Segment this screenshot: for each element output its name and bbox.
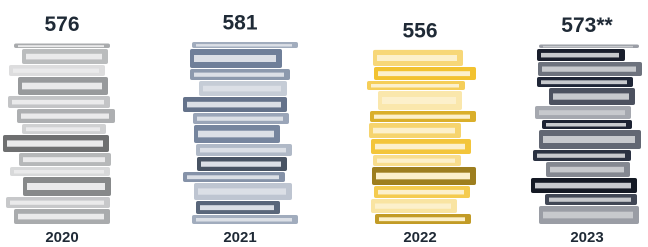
book-pages [26,127,100,131]
value-label: 576 [44,13,79,36]
book-pages [371,84,459,88]
book-pages [18,45,104,47]
book-stack [531,45,642,224]
book-pages [14,170,104,174]
book-pages [194,73,284,77]
book-pages [537,154,625,158]
book-stack [367,50,476,224]
book-pages [379,217,465,221]
value-label: 556 [402,19,437,42]
book-pages [382,97,456,104]
book-pages [21,114,109,119]
book-pages [196,218,292,222]
book-pages [375,204,451,209]
book-pages [7,140,103,146]
chart: 576 2020 581 2021 556 2022 573** 2023 [0,0,648,247]
book-pages [201,162,281,167]
book-pages [187,175,279,179]
year-label: 2020 [45,229,78,246]
book-pages [539,110,625,115]
value-label: 581 [222,12,257,35]
book-pages [542,67,636,72]
book-pages [535,183,631,189]
book-pages [543,212,633,219]
book-pages [549,198,631,202]
book-pages [200,148,286,153]
book-stack [183,42,298,224]
book-pages [376,173,470,180]
book-pages [543,46,633,48]
book-pages [550,167,624,173]
book-pages [198,131,274,138]
book-pages [23,157,105,162]
book-pages [13,69,99,73]
book-pages [196,44,292,46]
book-pages [377,159,455,163]
book-pages [203,86,281,92]
book-pages [12,100,104,105]
book-pages [27,183,105,190]
year-label: 2021 [223,229,256,246]
book-pages [10,201,104,205]
book-pages [197,117,283,121]
book-pages [22,83,102,90]
book-pages [374,115,470,119]
book-pages [541,53,619,58]
book-pages [187,102,281,108]
book-pages [546,123,626,127]
year-label: 2022 [403,229,436,246]
book-pages [26,54,102,60]
book-pages [198,188,286,194]
book-pages [541,80,627,84]
book-pages [553,93,629,99]
book-pages [378,71,470,76]
book-pages [18,214,104,220]
book-stack [3,44,115,224]
year-label: 2023 [570,229,603,246]
book-pages [377,55,457,61]
book-pages [378,190,464,195]
book-pages [375,144,465,150]
value-label: 573** [561,14,613,37]
book-pages [543,136,635,143]
book-pages [194,55,276,62]
book-pages [373,128,455,134]
book-pages [200,205,274,210]
